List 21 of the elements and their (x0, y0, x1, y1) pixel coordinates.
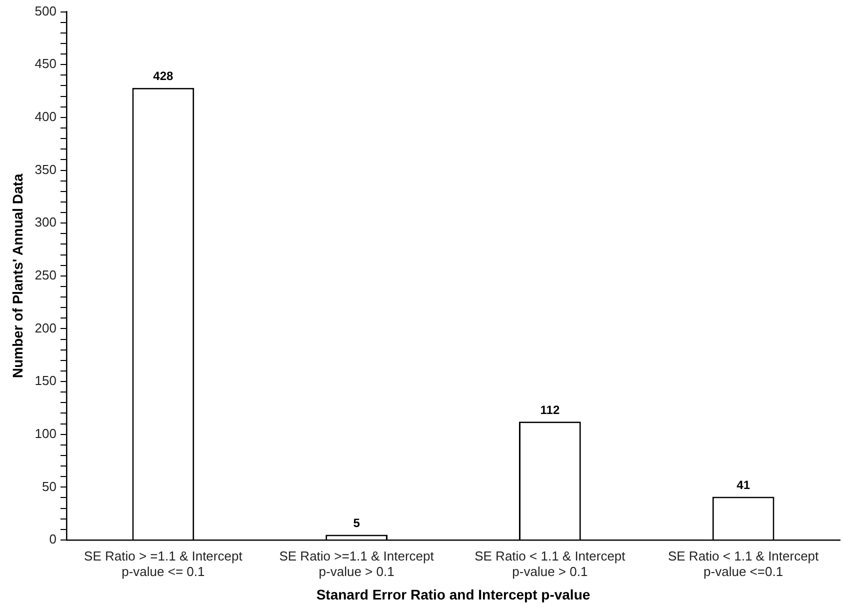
y-tick-label: 250 (34, 267, 56, 282)
x-axis-title: Stanard Error Ratio and Intercept p-value (316, 586, 590, 602)
y-tick-label: 300 (34, 214, 56, 230)
x-tick-label: SE Ratio >=1.1 & Intercept p-value > 0.1 (279, 548, 434, 579)
data-label: 428 (153, 69, 174, 84)
data-label: 41 (736, 478, 750, 492)
y-tick-label: 450 (34, 56, 56, 72)
y-tick-label: 100 (34, 426, 56, 441)
y-tick-label: 200 (34, 320, 56, 336)
x-tick-label: SE Ratio < 1.1 & Intercept p-value > 0.1 (474, 548, 626, 579)
data-label: 112 (540, 402, 560, 417)
y-tick-label: 150 (34, 373, 56, 388)
y-tick-label: 400 (34, 109, 56, 124)
x-tick-label: SE Ratio > =1.1 & Intercept p-value <= 0.1 (84, 548, 243, 579)
y-tick-label: 500 (34, 3, 56, 18)
y-tick-label: 50 (42, 478, 56, 494)
data-label: 5 (353, 516, 360, 530)
y-axis-title: Number of Plants' Annual Data (9, 174, 26, 378)
y-tick-label: 350 (34, 162, 56, 177)
y-tick-label: 0 (49, 532, 56, 547)
x-tick-label: SE Ratio < 1.1 & Intercept p-value <=0.1 (668, 548, 820, 579)
